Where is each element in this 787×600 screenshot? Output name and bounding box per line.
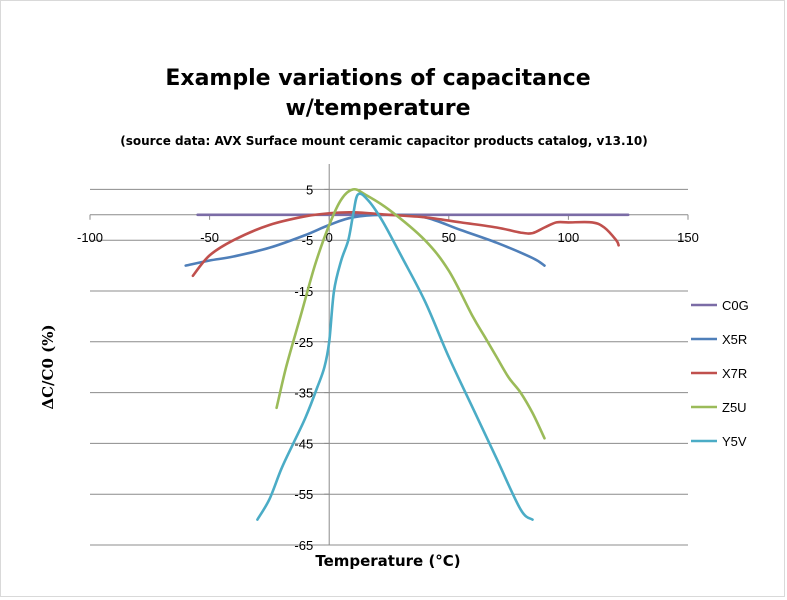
x-axis-label: Temperature (°C): [315, 552, 460, 570]
legend: C0G X5R X7R Z5U Y5V: [691, 298, 749, 449]
y-tick-label: -15: [294, 284, 313, 299]
legend-label-x7r: X7R: [722, 366, 747, 381]
x-tick-label: -50: [200, 230, 219, 245]
series-layer: [184, 187, 630, 521]
chart-subtitle: (source data: AVX Surface mount ceramic …: [120, 134, 647, 148]
legend-label-c0g: C0G: [722, 298, 749, 313]
series-line-z5u: [275, 187, 546, 440]
y-tick-label: -65: [294, 538, 313, 553]
chart-title-line1: Example variations of capacitance: [165, 66, 590, 91]
x-tick-label: 100: [558, 230, 580, 245]
axis-layer: -100 -50 0 50 100 150 5 -5 -15 -25 -35 -45 -55 -65: [77, 164, 699, 553]
legend-label-z5u: Z5U: [722, 400, 747, 415]
series-line-y5v: [256, 192, 534, 521]
x-tick-label: 50: [442, 230, 456, 245]
x-tick-label: 0: [326, 230, 333, 245]
y-tick-label: 5: [306, 182, 313, 197]
y-tick-label: -35: [294, 386, 313, 401]
series-line-x7r: [191, 210, 620, 278]
x-tick-label: 150: [677, 230, 699, 245]
grid-layer: [90, 188, 688, 546]
y-tick-label: -45: [294, 436, 313, 451]
legend-label-y5v: Y5V: [722, 434, 747, 449]
y-axis-label: ΔC/C0 (%): [39, 324, 57, 409]
y-tick-label: -55: [294, 487, 313, 502]
x-tick-label: -100: [77, 230, 103, 245]
y-tick-label: -25: [294, 335, 313, 350]
y-tick-label: -5: [302, 233, 314, 248]
chart-title-line2: w/temperature: [285, 96, 470, 121]
legend-label-x5r: X5R: [722, 332, 747, 347]
